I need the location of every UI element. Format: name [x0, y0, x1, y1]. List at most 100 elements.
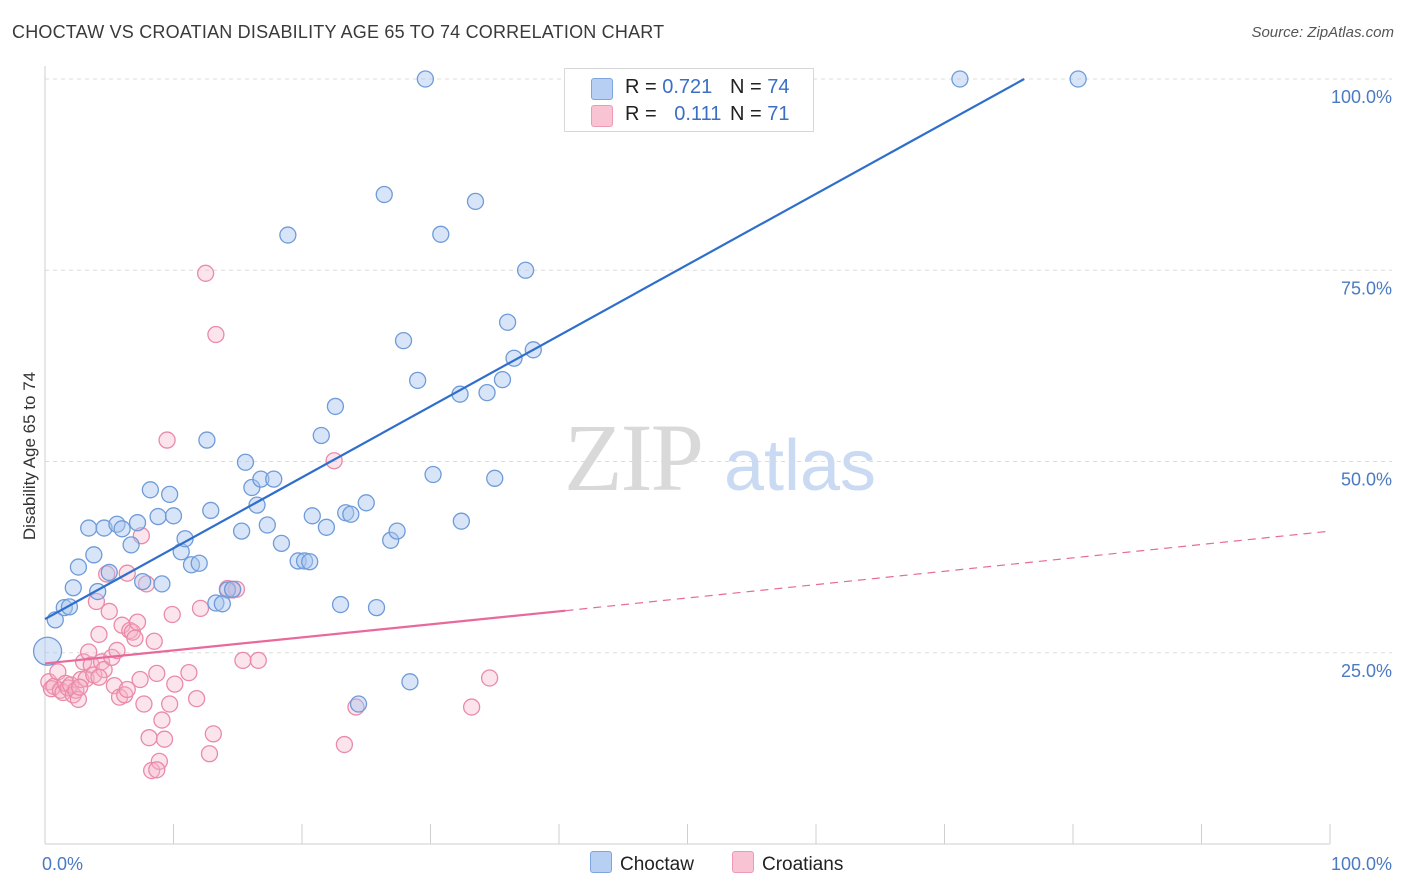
legend-r-label: R = — [625, 76, 657, 98]
croatian-point — [153, 711, 171, 729]
croatian-point — [249, 651, 267, 670]
y-tick-label: 50.0% — [1341, 470, 1392, 490]
choctaw-point — [153, 575, 171, 593]
choctaw-point — [357, 494, 375, 512]
choctaw-point — [141, 481, 160, 499]
croatian-point — [128, 613, 147, 631]
choctaw-point — [408, 371, 427, 390]
choctaw-point — [424, 465, 442, 484]
y-tick-label: 100.0% — [1331, 87, 1392, 107]
croatian-point — [140, 729, 158, 747]
choctaw-legend-swatch — [590, 851, 612, 873]
legend-label-choctaw: Choctaw — [620, 854, 694, 875]
x-tick-label: 0.0% — [42, 854, 83, 874]
croatian-point — [148, 664, 166, 683]
choctaw-point — [516, 261, 535, 279]
choctaw-point — [342, 505, 360, 523]
croatian-point — [234, 651, 252, 670]
legend-r-value: 0.111 — [674, 103, 722, 125]
choctaw-point — [190, 554, 208, 572]
choctaw-point — [252, 470, 270, 488]
croatian-point — [227, 580, 246, 598]
tick-labels: 25.0% 50.0% 75.0% 100.0% 0.0% 100.0% — [42, 87, 1392, 874]
choctaw-point — [349, 695, 368, 713]
croatian-point — [207, 325, 225, 344]
choctaw-point — [295, 552, 314, 570]
croatian-point — [155, 730, 174, 748]
choctaw-point — [951, 70, 969, 88]
croatian-point — [191, 599, 210, 618]
choctaw-point — [122, 536, 140, 554]
correlation-legend: R = 0.721 N = 74 R = 0.111 N = 71 — [564, 68, 814, 132]
choctaw-point — [498, 313, 517, 331]
choctaw-point — [265, 470, 283, 488]
choctaw-point — [401, 673, 419, 691]
choctaw-point — [331, 595, 350, 614]
choctaw-point — [149, 507, 167, 526]
choctaw-point — [279, 226, 297, 244]
legend-n-value: 74 — [767, 76, 790, 98]
croatian-point — [118, 680, 136, 699]
legend-r-value: 0.721 — [662, 76, 713, 98]
croatian-point — [347, 698, 365, 716]
choctaw-point — [128, 514, 147, 532]
choctaw-point — [326, 397, 345, 416]
choctaw-point — [301, 553, 319, 571]
legend-item-croatians: Croatians — [732, 851, 843, 876]
choctaw-point — [80, 519, 98, 537]
choctaw-point — [382, 531, 400, 549]
choctaw-point — [207, 594, 225, 612]
croatian-point — [148, 761, 166, 779]
watermark: ZIP atlas — [564, 404, 876, 511]
axes — [44, 66, 1331, 845]
choctaw-point — [213, 595, 231, 613]
croatian-point — [335, 735, 354, 754]
legend-n-label: N = — [730, 76, 762, 98]
choctaw-point — [113, 520, 131, 538]
x-tick-label: 100.0% — [1331, 854, 1392, 874]
croatian-point — [196, 264, 215, 282]
watermark-zip: ZIP — [564, 404, 702, 511]
choctaw-swatch — [591, 78, 613, 100]
choctaw-point — [164, 507, 183, 525]
trendlines — [44, 78, 1331, 665]
choctaw-point — [64, 579, 82, 597]
choctaw-point — [108, 515, 126, 533]
croatian-point — [90, 668, 108, 686]
legend-n-value: 71 — [767, 103, 790, 125]
choctaw-point — [258, 516, 276, 534]
choctaw-trendline — [44, 78, 1025, 621]
croatian-point — [71, 678, 89, 696]
croatian-point — [82, 656, 100, 674]
choctaw-point — [388, 522, 406, 540]
croatian-point — [163, 605, 181, 624]
choctaw-point — [416, 70, 435, 88]
choctaw-point — [160, 485, 179, 504]
croatian-trendline-extension — [565, 530, 1331, 612]
choctaw-point — [100, 563, 118, 582]
choctaw-point — [394, 331, 413, 350]
croatian-swatch — [591, 105, 613, 127]
choctaw-point — [236, 453, 255, 471]
choctaw-point — [317, 518, 336, 536]
croatian-point — [126, 629, 144, 647]
choctaw-point — [493, 370, 512, 389]
choctaw-point — [134, 572, 152, 591]
legend-item-choctaw: Choctaw — [590, 851, 694, 876]
croatian-point — [145, 632, 163, 650]
choctaw-point — [486, 469, 504, 487]
choctaw-point — [375, 185, 393, 204]
choctaw-point — [85, 546, 103, 564]
croatian-point — [135, 695, 153, 713]
choctaw-point — [367, 598, 386, 617]
croatian-point — [100, 602, 118, 621]
croatian-point — [462, 698, 481, 716]
grid — [45, 78, 1392, 654]
choctaw-point — [312, 426, 330, 445]
croatian-trendline — [44, 609, 566, 665]
watermark-atlas: atlas — [724, 426, 876, 506]
choctaw-point — [303, 507, 321, 525]
croatian-points — [40, 264, 499, 780]
croatian-point — [187, 690, 206, 708]
